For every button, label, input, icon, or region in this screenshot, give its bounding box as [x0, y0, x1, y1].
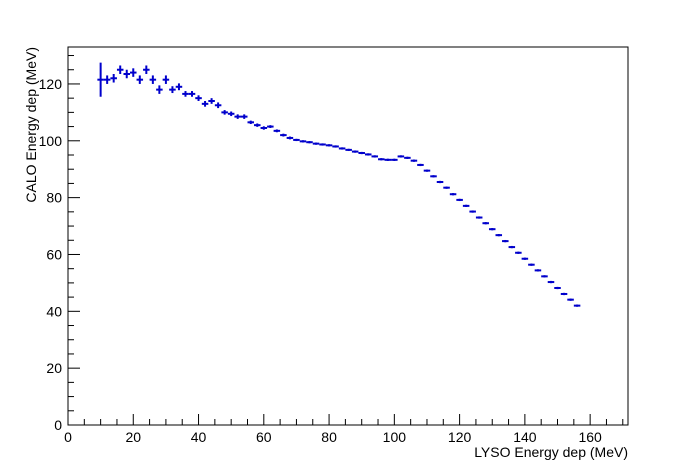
x-tick-label: 60	[256, 429, 272, 445]
x-tick-label: 160	[578, 429, 602, 445]
x-tick-label: 20	[125, 429, 141, 445]
y-tick-label: 20	[46, 360, 62, 376]
x-axis-title: LYSO Energy dep (MeV)	[474, 444, 628, 460]
y-axis-title: CALO Energy dep (MeV)	[23, 47, 39, 203]
x-tick-label: 140	[513, 429, 537, 445]
x-tick-label: 120	[448, 429, 472, 445]
y-tick-label: 40	[46, 303, 62, 319]
y-tick-label: 120	[39, 76, 63, 92]
x-tick-label: 40	[191, 429, 207, 445]
x-tick-label: 100	[383, 429, 407, 445]
y-tick-label: 0	[54, 417, 62, 433]
y-tick-label: 100	[39, 133, 63, 149]
y-tick-label: 80	[46, 190, 62, 206]
x-tick-label: 80	[321, 429, 337, 445]
x-tick-label: 0	[64, 429, 72, 445]
plot-frame	[67, 46, 629, 426]
y-tick-label: 60	[46, 246, 62, 262]
